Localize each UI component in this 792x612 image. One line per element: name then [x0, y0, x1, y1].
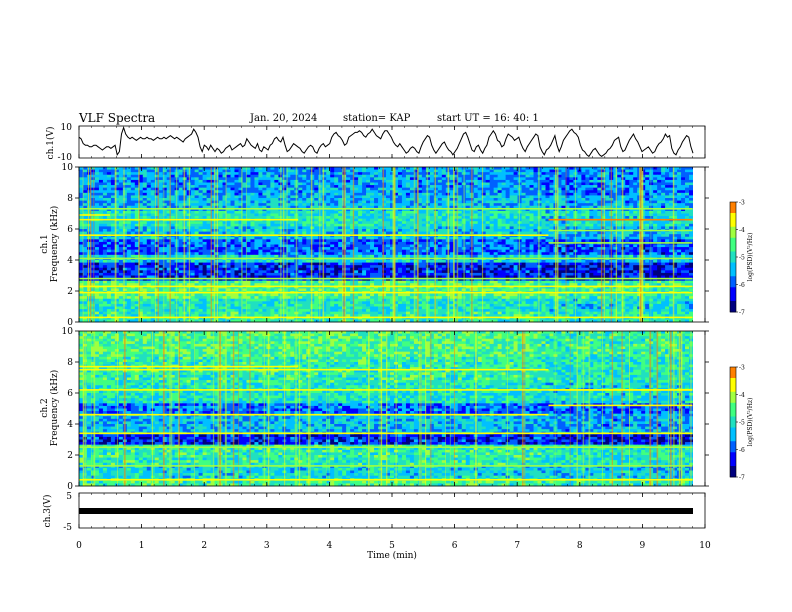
ch1-waveform-frame — [79, 126, 705, 158]
colorbar-tick-label: -5 — [739, 420, 745, 427]
vlf-figure: 10 -10 ch.1(V) ch.1 Frequency (kHz) 0246… — [0, 0, 792, 612]
time-tick-label: 7 — [514, 541, 520, 551]
freq-tick-label: 6 — [67, 225, 73, 235]
colorbar-label: log(PSD)(V²/Hz) — [747, 233, 754, 282]
ch2-spec-ylabel: ch.2 — [40, 398, 50, 417]
ch1-spectrogram-image — [79, 167, 705, 322]
time-tick-label: 8 — [577, 541, 583, 551]
colorbar-tick-label: -6 — [739, 447, 745, 454]
ch2-spec-ylabel-freq: Frequency (kHz) — [49, 370, 60, 447]
time-tick-label: 10 — [699, 541, 711, 551]
ch2-colorbar: -3 -4 -5 -6 -7 log(PSD)(V²/Hz) — [730, 365, 754, 482]
colorbar-tick-label: -4 — [739, 227, 745, 234]
ch3-ytick-top: 5 — [66, 492, 72, 502]
x-axis-label: Time (min) — [367, 550, 417, 561]
ch1-spec-ylabel: ch.1 — [40, 234, 50, 253]
ch1-ytick-top: 10 — [61, 123, 73, 133]
time-tick-label: 0 — [76, 541, 82, 551]
freq-tick-label: 4 — [67, 256, 73, 266]
colorbar-tick-label: -7 — [739, 475, 745, 482]
freq-tick-label: 10 — [62, 163, 74, 173]
ch3-ylabel: ch.3(V) — [42, 495, 53, 528]
time-tick-label: 4 — [327, 541, 333, 551]
ch1-ytick-bottom: -10 — [58, 153, 73, 163]
colorbar-tick-label: -4 — [739, 392, 745, 399]
freq-tick-label: 0 — [67, 482, 73, 492]
ch2-spectrogram-panel: ch.2 Frequency (kHz) 0 2 4 6 8 10 — [40, 327, 709, 492]
ch2-spectrogram-image — [79, 331, 705, 486]
time-tick-label: 6 — [452, 541, 458, 551]
colorbar-tick-label: -5 — [739, 255, 745, 262]
colorbar-label: log(PSD)(V²/Hz) — [747, 398, 754, 447]
colorbar-tick-label: -3 — [739, 365, 745, 372]
time-tick-label: 1 — [139, 541, 145, 551]
time-tick-label: 9 — [640, 541, 646, 551]
freq-tick-label: 6 — [67, 389, 73, 399]
freq-tick-label: 8 — [67, 358, 73, 368]
ch1-colorbar: -3 -4 -5 -6 -7 log(PSD)(V²/Hz) — [730, 200, 754, 317]
time-tick-label: 5 — [389, 541, 395, 551]
freq-tick-label: 8 — [67, 194, 73, 204]
freq-tick-label: 10 — [62, 327, 74, 337]
colorbar-tick-label: -7 — [739, 310, 745, 317]
freq-tick-label: 4 — [67, 420, 73, 430]
ch1-ylabel: ch.1(V) — [45, 127, 56, 160]
time-tick-label: 2 — [201, 541, 207, 551]
ch3-ytick-bottom: -5 — [63, 523, 72, 533]
time-tick-label: 3 — [264, 541, 270, 551]
freq-tick-label: 2 — [67, 287, 73, 297]
ch3-signal-line — [79, 508, 693, 514]
colorbar-tick-label: -3 — [739, 200, 745, 207]
freq-tick-label: 2 — [67, 451, 73, 461]
ch1-spec-ylabel-freq: Frequency (kHz) — [49, 206, 60, 283]
colorbar-tick-label: -6 — [739, 282, 745, 289]
ch1-waveform-panel: 10 -10 ch.1(V) — [45, 123, 705, 163]
